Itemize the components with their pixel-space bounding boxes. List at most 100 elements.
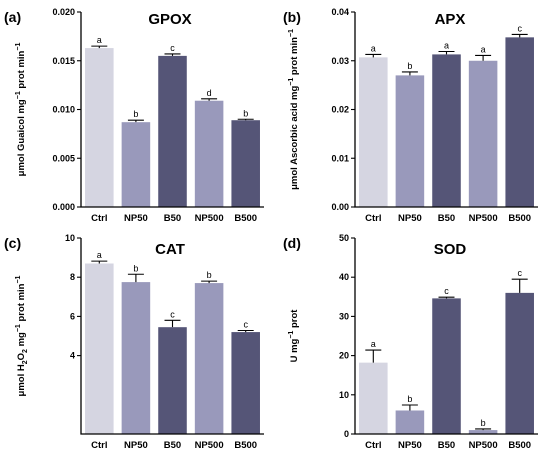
significance-letter: b	[243, 108, 248, 118]
x-tick-label: NP500	[469, 213, 498, 224]
error-bar	[365, 53, 382, 58]
bar-b50	[158, 55, 187, 208]
significance-letter: c	[444, 286, 449, 296]
panel-title: CAT	[155, 241, 185, 258]
y-tick-label: 40	[339, 272, 349, 282]
bar-np500	[194, 100, 224, 207]
bar-ctrl	[359, 57, 388, 208]
y-tick-label: 20	[339, 351, 349, 361]
x-tick-label: B50	[438, 213, 455, 224]
error-bar	[127, 119, 144, 123]
panel-title: APX	[435, 11, 466, 28]
significance-letter: a	[371, 339, 376, 349]
error-bar	[475, 428, 492, 431]
x-tick-label: B50	[164, 440, 181, 451]
error-bar	[365, 349, 382, 363]
error-bar	[511, 278, 528, 293]
significance-letter: b	[133, 109, 138, 119]
bar-np50	[121, 282, 151, 434]
y-axis-label: μmol Ascorbic acid mg−1 prot min−1	[288, 29, 300, 190]
panel-title: SOD	[434, 241, 467, 258]
x-tick-label: Ctrl	[91, 213, 107, 224]
panel-label: (c)	[4, 235, 21, 251]
bar-b500	[505, 292, 534, 434]
x-tick-label: Ctrl	[365, 213, 381, 224]
error-bar	[438, 296, 455, 299]
y-tick-label: 0.02	[331, 105, 349, 115]
significance-letter: c	[517, 23, 522, 33]
significance-letter: c	[517, 268, 522, 278]
x-tick-label: NP500	[469, 440, 498, 451]
error-bar	[164, 53, 181, 56]
y-tick-label: 4	[70, 351, 75, 361]
error-bar	[401, 71, 418, 76]
x-tick-label: B50	[438, 440, 455, 451]
error-bar	[201, 280, 218, 284]
error-bar	[201, 98, 218, 101]
y-tick-label: 6	[70, 311, 75, 321]
bar-np500	[468, 430, 498, 434]
y-tick-label: 8	[70, 272, 75, 282]
significance-letter: c	[170, 309, 175, 319]
significance-letter: a	[371, 43, 376, 53]
x-tick-label: B500	[234, 213, 257, 224]
y-tick-label: 10	[65, 233, 75, 243]
significance-letter: c	[170, 43, 175, 53]
error-bar	[475, 54, 492, 61]
bar-np500	[468, 60, 498, 207]
significance-letter: b	[407, 394, 412, 404]
significance-letter: b	[207, 270, 212, 280]
bar-b500	[231, 332, 260, 434]
y-axis-label: μmol H2O2 mg−1 prot min−1	[15, 275, 29, 396]
axes	[354, 238, 538, 435]
bar-ctrl	[85, 48, 114, 207]
bar-b500	[231, 120, 260, 207]
panel-apx: (b) APX a Ctrl b NP50 a B50 a NP500 c B500 0.00 0.01 0…	[283, 7, 538, 224]
significance-letter: b	[407, 61, 412, 71]
error-bar	[401, 404, 418, 411]
y-tick-label: 0.01	[331, 153, 349, 163]
significance-letter: b	[133, 263, 138, 273]
panel-label: (a)	[4, 9, 21, 25]
y-tick-label: 0	[344, 429, 349, 439]
panel-sod: (d) SOD a Ctrl b NP50 c B50 b NP500 c B500 0 10 20 30 40…	[283, 233, 538, 451]
error-bar	[237, 329, 254, 333]
x-tick-label: B500	[508, 213, 531, 224]
x-tick-label: B50	[164, 213, 181, 224]
bar-ctrl	[85, 263, 114, 434]
bar-b500	[505, 37, 534, 207]
y-tick-label: 0.000	[52, 202, 75, 212]
error-bar	[237, 118, 254, 121]
bar-np50	[121, 122, 151, 207]
bar-np50	[395, 410, 425, 434]
axes	[354, 12, 538, 208]
error-bar	[91, 260, 108, 264]
bar-ctrl	[359, 362, 388, 434]
x-tick-label: NP500	[195, 213, 224, 224]
y-axis-label: U mg−1 prot	[288, 309, 300, 363]
bar-np50	[395, 75, 425, 208]
x-tick-label: B500	[508, 440, 531, 451]
x-tick-label: NP500	[195, 440, 224, 451]
x-tick-label: NP50	[124, 440, 148, 451]
y-tick-label: 50	[339, 233, 349, 243]
axes	[80, 238, 264, 435]
error-bar	[91, 45, 108, 49]
significance-letter: a	[97, 35, 102, 45]
x-tick-label: NP50	[398, 440, 422, 451]
error-bar	[511, 33, 528, 38]
axes	[80, 12, 264, 208]
y-tick-label: 30	[339, 311, 349, 321]
panel-title: GPOX	[148, 11, 191, 28]
y-tick-label: 0.020	[52, 7, 75, 17]
y-tick-label: 0.00	[331, 202, 349, 212]
x-tick-label: B500	[234, 440, 257, 451]
error-bar	[127, 273, 144, 283]
x-tick-label: NP50	[124, 213, 148, 224]
bar-b50	[432, 298, 461, 434]
significance-letter: d	[207, 88, 212, 98]
panel-label: (d)	[283, 235, 301, 251]
significance-letter: a	[97, 250, 102, 260]
error-bar	[164, 319, 181, 328]
